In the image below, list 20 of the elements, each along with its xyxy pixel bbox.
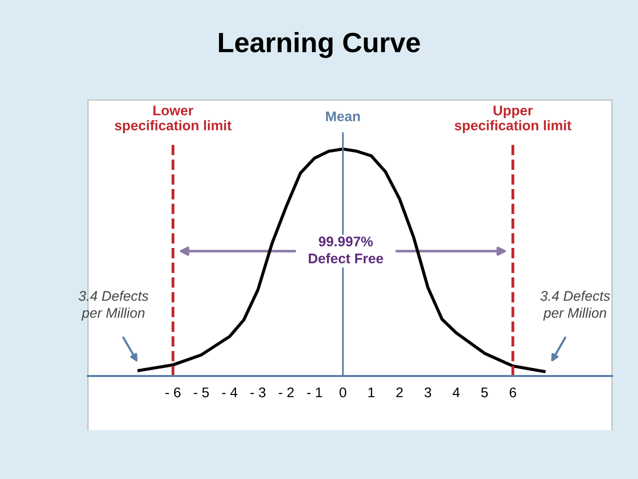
x-tick-label: - 1 [307, 388, 322, 398]
annotation: 3.4 Defects per Million [78, 290, 148, 321]
x-tick-label: - 2 [278, 387, 294, 398]
x-tick-label: 2 [396, 387, 403, 398]
ref-line-label: Mean [326, 112, 360, 122]
x-tick-label: - 6 [165, 387, 180, 398]
x-tick-label: 4 [452, 388, 460, 398]
x-tick-label: - 3 [250, 387, 266, 398]
x-tick-label: - 5 [194, 388, 209, 398]
x-tick-label: 1 [368, 388, 374, 398]
x-tick-label: 0 [340, 387, 346, 398]
chart-title: Learning Curve [218, 32, 420, 58]
annotation: 99.997% Defect Free [308, 236, 384, 264]
ref-line-label: Lower specification limit [114, 106, 232, 134]
x-tick-label: 3 [424, 387, 432, 398]
x-tick-label: 5 [481, 388, 488, 398]
x-tick-label: - 4 [222, 388, 238, 398]
annotation: 3.4 Defects per Million [540, 290, 610, 321]
x-tick-label: 6 [510, 387, 516, 398]
ref-line-label: Upper specification limit [454, 106, 572, 134]
